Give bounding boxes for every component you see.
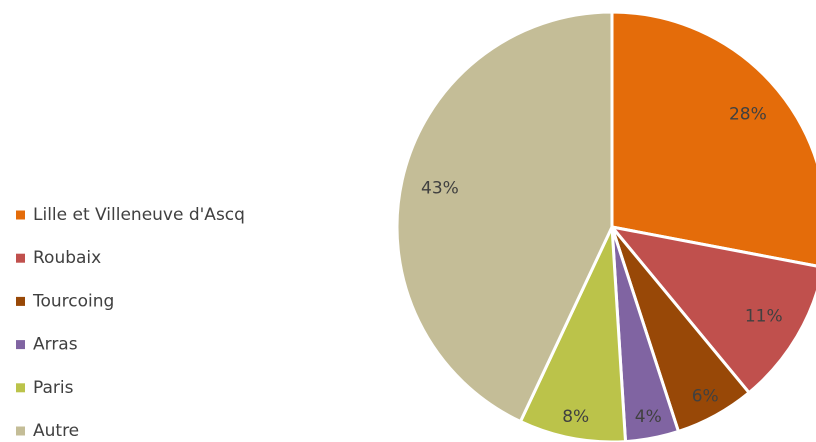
pie-slice [608,224,816,395]
data-label: 4% [635,407,662,427]
legend-label: Lille et Villeneuve d'Ascq [33,205,245,225]
legend-marker [16,253,25,263]
legend-label: Tourcoing [32,291,114,311]
legend-marker [16,340,25,350]
legend-label: Paris [33,378,74,398]
data-label: 43% [421,179,459,199]
legend-label: Roubaix [33,248,101,268]
legend-label: Arras [33,335,78,355]
legend-marker [16,383,25,393]
legend-marker [16,210,25,220]
legend-marker [16,426,25,436]
data-label: 28% [729,105,767,125]
pie-slice [395,10,614,424]
legend-marker [16,296,25,306]
data-label: 6% [692,387,719,407]
data-label: 8% [562,407,589,427]
data-label: 11% [745,307,783,327]
pie-slice [610,10,816,268]
legend-label: Autre [33,421,79,441]
